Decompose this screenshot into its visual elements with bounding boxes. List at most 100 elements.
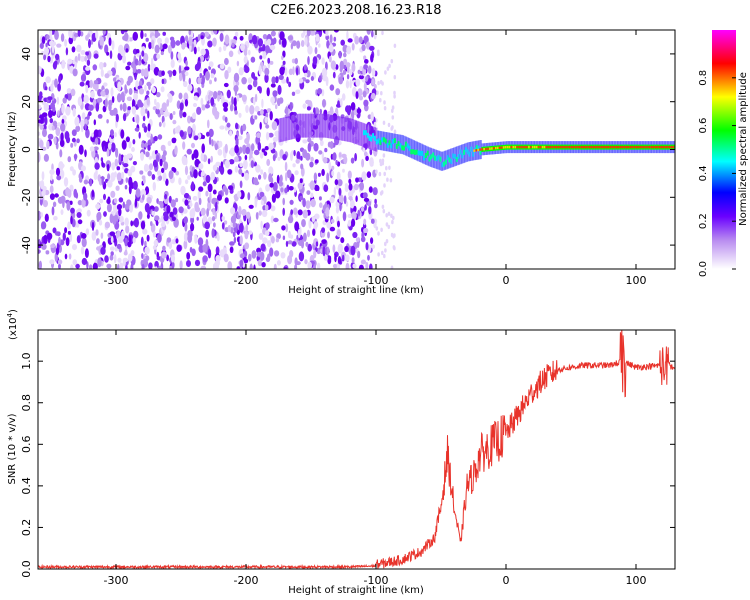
heatmap-ridge-core bbox=[600, 145, 602, 149]
heatmap-noise-cell bbox=[250, 160, 255, 169]
heatmap-noise-cell bbox=[269, 247, 274, 257]
heatmap-ridge-cell bbox=[286, 116, 289, 141]
heatmap-noise-cell bbox=[381, 30, 384, 36]
heatmap-noise-cell bbox=[345, 262, 350, 269]
heatmap-noise-cell bbox=[329, 84, 335, 91]
heatmap-noise-cell bbox=[124, 32, 129, 42]
heatmap-noise-cell bbox=[369, 157, 374, 167]
heatmap-noise-cell bbox=[156, 53, 161, 60]
heatmap-noise-cell bbox=[144, 84, 147, 92]
heatmap-noise-cell bbox=[201, 170, 205, 177]
heatmap-noise-cell bbox=[172, 207, 178, 215]
heatmap-noise-cell bbox=[67, 189, 72, 198]
heatmap-noise-cell bbox=[128, 141, 132, 149]
heatmap-noise-cell bbox=[234, 165, 239, 173]
snr-ylabel: SNR (10 * v/v) bbox=[7, 413, 18, 484]
heatmap-noise-cell bbox=[175, 40, 181, 46]
heatmap-noise-cell bbox=[197, 46, 200, 52]
heatmap-ridge-core bbox=[639, 145, 641, 149]
heatmap-noise-cell bbox=[290, 151, 293, 161]
heatmap-ridge-core bbox=[541, 145, 544, 149]
heatmap-noise-cell bbox=[132, 31, 138, 41]
heatmap-ridge-cell bbox=[297, 113, 300, 138]
heatmap-noise-cell bbox=[141, 46, 146, 51]
heatmap-noise-cell bbox=[285, 240, 289, 247]
heatmap-noise-cell bbox=[345, 201, 349, 207]
heatmap-noise-cell bbox=[154, 215, 160, 221]
heatmap-noise-cell bbox=[64, 227, 68, 234]
heatmap-ridge-cell bbox=[372, 133, 375, 139]
heatmap-ridge-core bbox=[522, 145, 524, 149]
heatmap-noise-cell bbox=[78, 144, 84, 155]
heatmap-noise-cell bbox=[334, 253, 337, 263]
heatmap-noise-cell bbox=[339, 60, 344, 71]
heatmap-noise-cell bbox=[385, 239, 389, 244]
heatmap-noise-cell bbox=[148, 262, 153, 269]
heatmap-ridge-core bbox=[545, 145, 548, 149]
heatmap-ridge-cell bbox=[344, 117, 347, 142]
heatmap-noise-cell bbox=[335, 88, 341, 96]
heatmap-noise-cell bbox=[191, 153, 195, 161]
heatmap-noise-cell bbox=[239, 180, 243, 189]
heatmap-ridge-core bbox=[612, 145, 614, 149]
heatmap-noise-cell bbox=[69, 200, 73, 205]
heatmap-noise-cell bbox=[309, 180, 315, 191]
heatmap-noise-cell bbox=[180, 185, 186, 196]
y-tick-label: 0.2 bbox=[20, 519, 33, 537]
heatmap-ridge-core bbox=[495, 146, 497, 150]
heatmap-noise-cell bbox=[362, 147, 366, 153]
heatmap-noise-cell bbox=[55, 247, 60, 255]
heatmap-noise-cell bbox=[39, 139, 44, 149]
heatmap-noise-cell bbox=[203, 31, 210, 37]
heatmap-noise-cell bbox=[340, 98, 343, 108]
heatmap-noise-cell bbox=[142, 115, 146, 122]
heatmap-noise-cell bbox=[214, 110, 220, 120]
heatmap-ridge-core bbox=[526, 145, 528, 149]
heatmap-noise-cell bbox=[162, 31, 166, 36]
heatmap-ridge-cell bbox=[426, 146, 429, 166]
heatmap-ridge-cell bbox=[468, 151, 471, 157]
heatmap-ridge-cell bbox=[470, 146, 473, 152]
heatmap-noise-cell bbox=[223, 44, 227, 52]
heatmap-noise-cell bbox=[188, 30, 192, 35]
heatmap-noise-cell bbox=[261, 262, 266, 268]
heatmap-ridge-cell bbox=[471, 141, 475, 161]
heatmap-noise-cell bbox=[297, 228, 301, 239]
heatmap-noise-cell bbox=[122, 30, 128, 33]
heatmap-noise-cell bbox=[83, 179, 89, 185]
heatmap-noise-cell bbox=[239, 35, 244, 41]
heatmap-noise-cell bbox=[364, 35, 367, 45]
heatmap-noise-cell bbox=[183, 216, 188, 224]
heatmap-ridge-cell bbox=[442, 151, 445, 171]
heatmap-noise-cell bbox=[70, 88, 76, 97]
heatmap-noise-cell bbox=[132, 161, 137, 166]
heatmap-ridge-cell bbox=[390, 143, 393, 149]
heatmap-noise-cell bbox=[147, 123, 151, 132]
heatmap-noise-cell bbox=[216, 233, 220, 242]
heatmap-noise-cell bbox=[327, 231, 330, 239]
heatmap-noise-cell bbox=[38, 119, 44, 124]
heatmap-noise-cell bbox=[116, 172, 122, 182]
heatmap-noise-cell bbox=[305, 79, 310, 84]
heatmap-ridge-cell bbox=[309, 113, 312, 138]
heatmap-noise-cell bbox=[42, 200, 49, 208]
heatmap-ridge-cell bbox=[353, 119, 356, 144]
heatmap-noise-cell bbox=[345, 62, 351, 68]
heatmap-noise-cell bbox=[140, 151, 145, 161]
heatmap-noise-cell bbox=[275, 76, 279, 84]
heatmap-noise-cell bbox=[365, 75, 369, 82]
heatmap-ridge-core bbox=[502, 146, 505, 149]
heatmap-ridge-core bbox=[578, 145, 581, 149]
heatmap-noise-cell bbox=[194, 201, 199, 212]
heatmap-noise-cell bbox=[110, 190, 116, 198]
heatmap-noise-cell bbox=[125, 48, 129, 53]
heatmap-noise-cell bbox=[215, 201, 218, 212]
heatmap-noise-cell bbox=[368, 186, 373, 193]
heatmap-noise-cell bbox=[140, 106, 146, 117]
heatmap-ridge-cell bbox=[381, 137, 384, 143]
heatmap-noise-cell bbox=[236, 266, 241, 269]
heatmap-noise-cell bbox=[124, 217, 129, 227]
heatmap-noise-cell bbox=[274, 250, 280, 257]
heatmap-noise-cell bbox=[289, 101, 293, 112]
heatmap-ridge-core bbox=[592, 145, 595, 149]
